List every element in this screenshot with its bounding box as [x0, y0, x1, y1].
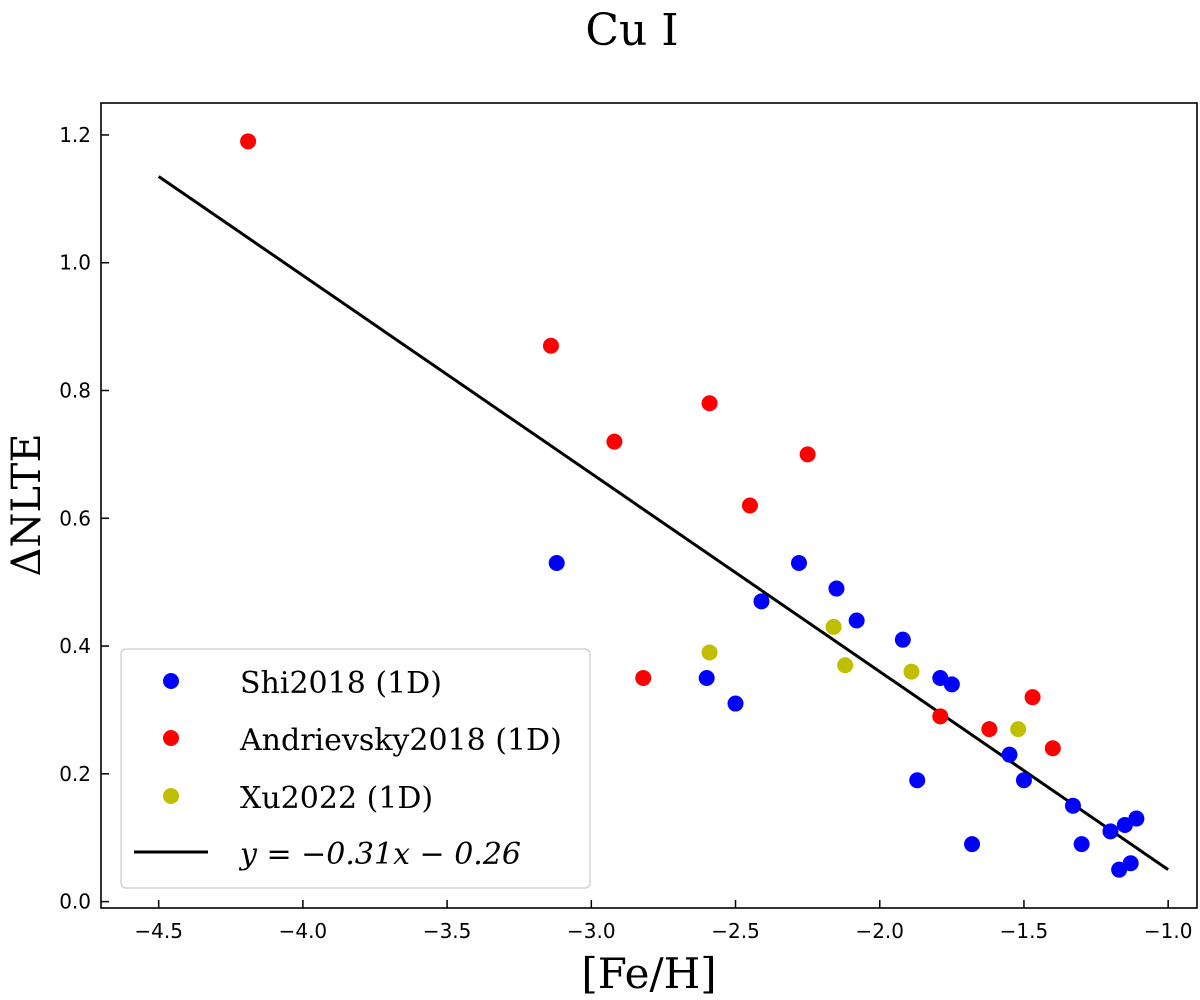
data-point-andrievsky2018	[1024, 689, 1041, 706]
y-tick-label: 0.8	[59, 379, 91, 403]
legend-label-shi2018: Shi2018 (1D)	[240, 666, 442, 701]
y-tick-label: 0.0	[59, 890, 91, 914]
y-tick-label: 0.4	[59, 634, 91, 658]
data-point-shi2018	[848, 612, 865, 629]
y-tick-label: 0.2	[59, 762, 91, 786]
data-point-shi2018	[727, 695, 744, 712]
y-tick-label: 0.6	[59, 506, 91, 530]
data-point-shi2018	[698, 670, 715, 686]
data-point-andrievsky2018	[1044, 740, 1061, 757]
x-tick-label: −3.0	[567, 919, 616, 943]
data-point-shi2018	[790, 555, 807, 571]
legend-marker-andrievsky2018	[163, 730, 179, 746]
data-point-shi2018	[1001, 746, 1018, 763]
data-point-andrievsky2018	[701, 395, 718, 412]
data-point-shi2018	[1015, 772, 1032, 789]
x-axis-label: [Fe/H]	[581, 949, 716, 998]
data-point-xu2022	[825, 618, 842, 635]
y-tick-label: 1.2	[59, 123, 91, 147]
legend-label-xu2022: Xu2022 (1D)	[240, 781, 433, 816]
data-point-shi2018	[1102, 823, 1119, 840]
data-point-andrievsky2018	[635, 670, 652, 686]
data-points	[240, 133, 1145, 878]
data-point-xu2022	[701, 644, 718, 661]
data-point-shi2018	[1128, 810, 1145, 827]
legend-label-fit: y = −0.31x − 0.26	[238, 837, 521, 872]
data-point-andrievsky2018	[240, 133, 257, 150]
x-tick-label: −4.5	[134, 919, 183, 943]
fit-line	[157, 175, 1170, 871]
data-point-xu2022	[903, 663, 920, 680]
data-point-shi2018	[828, 580, 845, 597]
x-tick-label: −3.5	[423, 919, 472, 943]
x-tick-label: −1.5	[1000, 919, 1049, 943]
data-point-andrievsky2018	[741, 497, 758, 514]
chart-title: Cu I	[585, 5, 678, 56]
fit-line-layer	[157, 175, 1170, 871]
data-point-shi2018	[1064, 797, 1081, 814]
y-axis-label: ΔNLTE	[4, 433, 50, 576]
x-tick-label: −2.0	[855, 919, 904, 943]
data-point-shi2018	[753, 593, 770, 610]
x-tick-label: −1.0	[1144, 919, 1193, 943]
legend-marker-shi2018	[163, 673, 179, 689]
x-tick-label: −4.0	[279, 919, 328, 943]
data-point-andrievsky2018	[799, 446, 816, 463]
data-point-shi2018	[894, 631, 911, 648]
data-point-xu2022	[837, 657, 854, 674]
plot-area-frame	[100, 102, 1198, 909]
legend-marker-xu2022	[163, 788, 179, 804]
data-point-shi2018	[964, 836, 981, 853]
data-point-shi2018	[548, 555, 565, 571]
data-point-shi2018	[943, 676, 960, 693]
legend-box	[120, 648, 591, 889]
y-tick-label: 1.0	[59, 251, 91, 275]
data-point-andrievsky2018	[932, 708, 949, 725]
legend: Shi2018 (1D) Andrievsky2018 (1D) Xu2022 …	[120, 648, 591, 889]
data-point-xu2022	[1010, 721, 1027, 738]
x-tick-label: −2.5	[711, 919, 760, 943]
data-point-andrievsky2018	[981, 721, 998, 738]
data-point-andrievsky2018	[542, 337, 559, 354]
data-point-shi2018	[1122, 855, 1139, 872]
axis-ticks: −4.5 −4.0 −3.5 −3.0 −2.5 −2.0 −1.5 −1.0 0.0 0.2 0.…	[59, 123, 1192, 943]
data-point-shi2018	[909, 772, 926, 789]
legend-label-andrievsky2018: Andrievsky2018 (1D)	[239, 723, 562, 758]
data-point-andrievsky2018	[606, 433, 623, 450]
data-point-shi2018	[1073, 836, 1090, 853]
